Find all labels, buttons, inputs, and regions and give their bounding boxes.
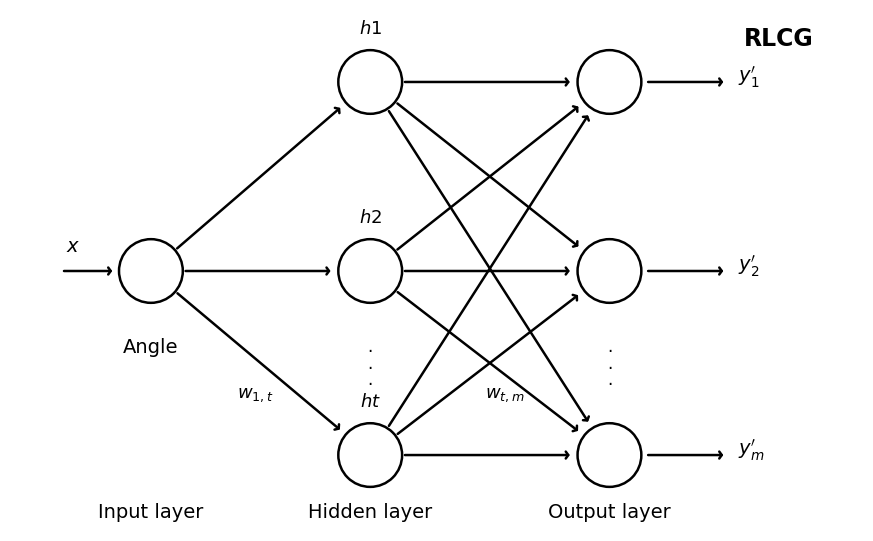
Text: $ht$: $ht$ (360, 393, 381, 411)
Text: Hidden layer: Hidden layer (308, 503, 432, 522)
Text: .
.
.: . . . (368, 338, 373, 389)
Circle shape (119, 239, 182, 303)
Circle shape (578, 50, 642, 114)
Circle shape (339, 239, 402, 303)
Text: Input layer: Input layer (99, 503, 203, 522)
Text: .
.
.: . . . (607, 338, 612, 389)
Text: RLCG: RLCG (744, 27, 814, 51)
Text: $w_{1,t}$: $w_{1,t}$ (237, 386, 274, 404)
Text: $y_m'$: $y_m'$ (738, 437, 765, 463)
Text: $w_{t,m}$: $w_{t,m}$ (485, 386, 525, 404)
Text: $y_2'$: $y_2'$ (738, 253, 760, 279)
Text: $h2$: $h2$ (359, 209, 382, 227)
Circle shape (578, 239, 642, 303)
Text: $x$: $x$ (66, 237, 80, 256)
Text: Angle: Angle (123, 338, 179, 357)
Circle shape (339, 50, 402, 114)
Circle shape (339, 423, 402, 487)
Text: Output layer: Output layer (548, 503, 670, 522)
Text: $y_1'$: $y_1'$ (738, 64, 760, 90)
Circle shape (578, 423, 642, 487)
Text: $h1$: $h1$ (359, 20, 382, 38)
